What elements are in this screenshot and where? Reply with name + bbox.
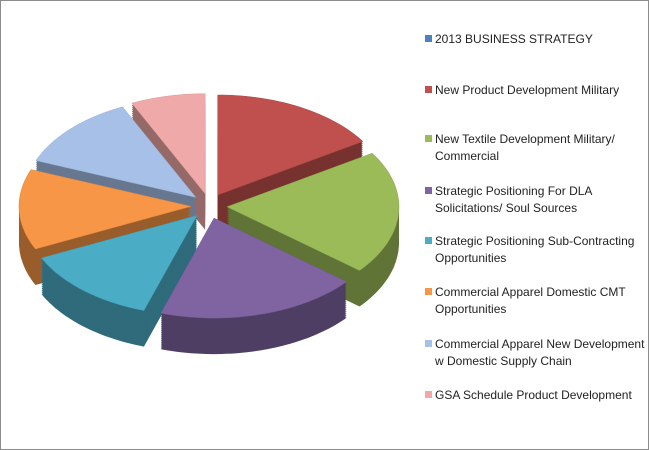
- legend-swatch: [425, 288, 432, 295]
- legend-item: GSA Schedule Product Development: [425, 387, 632, 404]
- legend-swatch: [425, 135, 432, 142]
- legend-label: 2013 BUSINESS STRATEGY: [435, 32, 593, 46]
- legend-swatch: [425, 340, 432, 347]
- slice-top: [18, 169, 192, 250]
- legend-item: Commercial Apparel Domestic CMT Opportun…: [425, 284, 647, 318]
- legend-swatch: [425, 187, 432, 194]
- legend-label: New Product Development Military: [435, 83, 620, 97]
- pie-slice: [160, 217, 348, 355]
- legend-item: New Product Development Military: [425, 82, 619, 99]
- slice-top: [131, 93, 206, 195]
- slice-top: [217, 94, 364, 196]
- legend-label: Strategic Positioning Sub-Contracting Op…: [435, 234, 635, 265]
- slice-top: [160, 217, 348, 319]
- slice-top: [35, 106, 197, 198]
- legend-item: Strategic Positioning For DLA Solicitati…: [425, 183, 647, 217]
- pie-slice: [226, 152, 400, 307]
- legend-label: Strategic Positioning For DLA Solicitati…: [435, 184, 592, 215]
- pie-slice: [35, 106, 197, 234]
- legend-label: Commercial Apparel Domestic CMT Opportun…: [435, 285, 626, 316]
- legend-label: Commercial Apparel New Development w Dom…: [435, 337, 645, 368]
- legend-item: Strategic Positioning Sub-Contracting Op…: [425, 233, 647, 267]
- pie-slice: [41, 215, 198, 347]
- legend-item: Commercial Apparel New Development w Dom…: [425, 336, 647, 370]
- slice-top: [226, 152, 400, 271]
- legend-item: 2013 BUSINESS STRATEGY: [425, 31, 593, 48]
- legend-label: GSA Schedule Product Development: [435, 388, 632, 402]
- legend-item: New Textile Development Military/ Commer…: [425, 131, 647, 165]
- legend-swatch: [425, 237, 432, 244]
- legend-swatch: [425, 391, 432, 398]
- legend-swatch: [425, 86, 432, 93]
- legend-swatch: [425, 35, 432, 42]
- pie-chart: [18, 93, 400, 355]
- slice-top: [41, 215, 198, 311]
- legend-label: New Textile Development Military/ Commer…: [435, 132, 615, 163]
